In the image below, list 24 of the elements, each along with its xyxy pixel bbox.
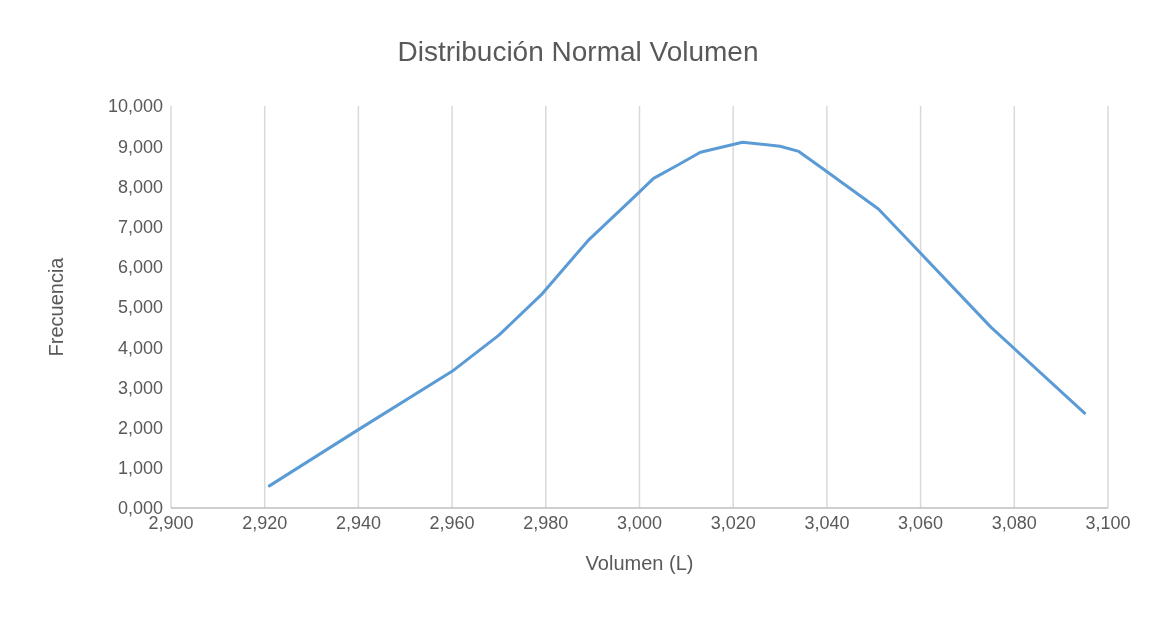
y-axis-title: Frecuencia bbox=[45, 256, 68, 357]
y-tick-label: 6,000 bbox=[117, 257, 163, 278]
x-tick-label: 2,940 bbox=[335, 512, 381, 533]
y-tick-label: 10,000 bbox=[107, 96, 163, 117]
y-tick-label: 2,000 bbox=[117, 417, 163, 438]
x-tick-label: 2,960 bbox=[429, 512, 475, 533]
x-tick-label: 3,040 bbox=[804, 512, 850, 533]
x-tick-label: 3,100 bbox=[1085, 512, 1131, 533]
y-tick-label: 5,000 bbox=[117, 297, 163, 318]
x-tick-label: 3,060 bbox=[898, 512, 944, 533]
line-series bbox=[267, 140, 1087, 488]
y-tick-label: 7,000 bbox=[117, 216, 163, 237]
x-tick-label: 2,980 bbox=[523, 512, 569, 533]
chart-title: Distribución Normal Volumen bbox=[396, 36, 760, 68]
y-tick-label: 3,000 bbox=[117, 377, 163, 398]
x-tick-label: 3,000 bbox=[616, 512, 663, 533]
y-tick-label: 4,000 bbox=[117, 337, 163, 358]
y-tick-label: 8,000 bbox=[117, 176, 163, 197]
x-tick-label: 3,080 bbox=[991, 512, 1037, 533]
y-tick-label: 9,000 bbox=[117, 136, 163, 157]
x-tick-label: 3,020 bbox=[710, 512, 756, 533]
x-axis-title: Volumen (L) bbox=[585, 552, 694, 574]
y-tick-label: 1,000 bbox=[117, 458, 163, 479]
x-tick-label: 2,920 bbox=[242, 512, 288, 533]
